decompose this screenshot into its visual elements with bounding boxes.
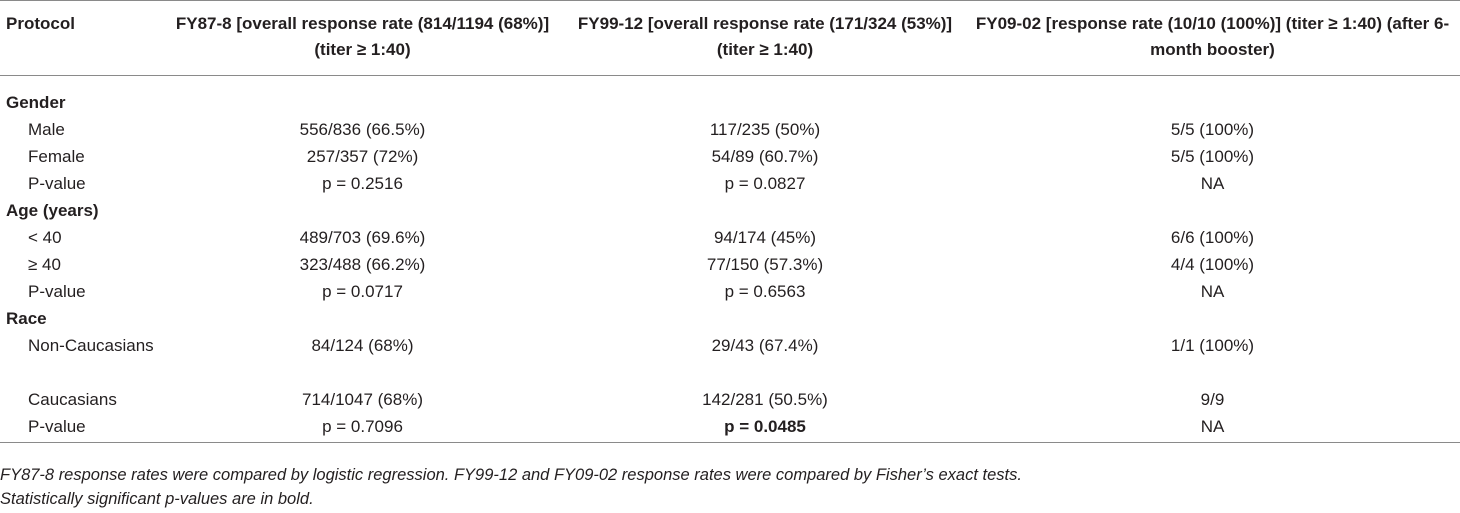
- footnote-bold: Statistically significant p-values are i…: [0, 490, 314, 508]
- footnote-methods: FY87-8 response rates were compared by l…: [0, 466, 1022, 484]
- row-label: P-value: [28, 174, 86, 193]
- cell-fy09-02: 5/5 (100%): [1170, 120, 1255, 139]
- cell-fy99-12: 54/89 (60.7%): [711, 147, 819, 166]
- response-rate-table: Protocol FY87-8 [overall response rate (…: [0, 0, 1460, 443]
- cell-fy87-8: p = 0.2516: [322, 174, 403, 193]
- cell-fy87-8: 257/357 (72%): [306, 147, 419, 166]
- cell-fy87-8: 84/124 (68%): [311, 336, 414, 355]
- cell-fy87-8: 489/703 (69.6%): [299, 228, 426, 247]
- cell-fy87-8: p = 0.7096: [160, 413, 565, 443]
- table-row: P-value p = 0.7096 p = 0.0485 NA: [0, 413, 1460, 443]
- header-protocol: Protocol: [0, 0, 160, 76]
- table-row: < 40 489/703 (69.6%) 94/174 (45%) 6/6 (1…: [0, 224, 1460, 251]
- row-label: Non-Caucasians: [28, 336, 154, 355]
- cell-fy87-8: 714/1047 (68%): [302, 390, 423, 409]
- group-label: Race: [6, 309, 47, 328]
- table-row: ≥ 40 323/488 (66.2%) 77/150 (57.3%) 4/4 …: [0, 251, 1460, 278]
- group-label: Gender: [6, 93, 66, 112]
- cell-fy99-12: 142/281 (50.5%): [702, 390, 828, 409]
- cell-fy99-12-significant: p = 0.0485: [565, 413, 965, 443]
- cell-fy09-02: NA: [1200, 174, 1225, 193]
- cell-fy09-02: 1/1 (100%): [1170, 336, 1255, 355]
- table-row: Caucasians 714/1047 (68%) 142/281 (50.5%…: [0, 386, 1460, 413]
- table-row: Female 257/357 (72%) 54/89 (60.7%) 5/5 (…: [0, 143, 1460, 170]
- group-label: Age (years): [6, 201, 99, 220]
- table-row: P-value p = 0.2516 p = 0.0827 NA: [0, 170, 1460, 197]
- cell-fy09-02: 4/4 (100%): [1170, 255, 1255, 274]
- cell-fy87-8: p = 0.0717: [322, 282, 403, 301]
- cell-fy99-12: p = 0.0827: [724, 174, 806, 193]
- cell-fy99-12: 94/174 (45%): [713, 228, 817, 247]
- cell-fy09-02: 6/6 (100%): [1170, 228, 1255, 247]
- table-row: Male 556/836 (66.5%) 117/235 (50%) 5/5 (…: [0, 116, 1460, 143]
- row-label: Female: [28, 147, 85, 166]
- header-fy09-02: FY09-02 [response rate (10/10 (100%)] (t…: [965, 0, 1460, 76]
- row-label: < 40: [28, 228, 62, 247]
- row-label: Male: [28, 120, 65, 139]
- cell-fy87-8: 556/836 (66.5%): [299, 120, 426, 139]
- cell-fy09-02: 5/5 (100%): [1170, 147, 1255, 166]
- cell-fy09-02: 9/9: [1200, 390, 1225, 409]
- table-footnotes: FY87-8 response rates were compared by l…: [0, 463, 1460, 511]
- group-row-gender: Gender: [0, 76, 1460, 117]
- row-label: Caucasians: [28, 390, 117, 409]
- table-row: P-value p = 0.0717 p = 0.6563 NA: [0, 278, 1460, 305]
- cell-fy09-02: NA: [1200, 282, 1225, 301]
- group-row-race: Race: [0, 305, 1460, 332]
- cell-fy99-12: 29/43 (67.4%): [711, 336, 819, 355]
- cell-fy99-12: 77/150 (57.3%): [706, 255, 824, 274]
- header-fy99-12: FY99-12 [overall response rate (171/324 …: [565, 0, 965, 76]
- header-fy87-8: FY87-8 [overall response rate (814/1194 …: [160, 0, 565, 76]
- header-row: Protocol FY87-8 [overall response rate (…: [0, 0, 1460, 76]
- table-row: Non-Caucasians 84/124 (68%) 29/43 (67.4%…: [0, 332, 1460, 386]
- cell-fy87-8: 323/488 (66.2%): [299, 255, 426, 274]
- cell-fy09-02: NA: [965, 413, 1460, 443]
- row-label: P-value: [0, 413, 160, 443]
- cell-fy99-12: 117/235 (50%): [709, 120, 821, 139]
- group-row-age: Age (years): [0, 197, 1460, 224]
- cell-fy99-12: p = 0.6563: [724, 282, 806, 301]
- row-label: P-value: [28, 282, 86, 301]
- row-label: ≥ 40: [28, 255, 61, 274]
